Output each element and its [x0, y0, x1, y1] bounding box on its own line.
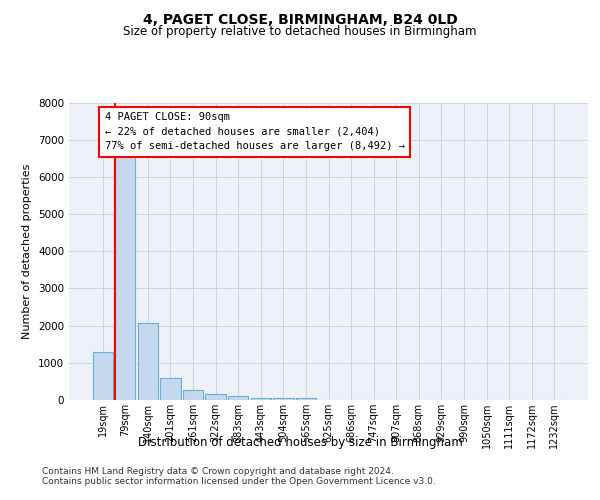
Bar: [183, 390, 203, 400]
Bar: [205, 394, 226, 400]
Bar: [273, 398, 293, 400]
Text: 4 PAGET CLOSE: 90sqm
← 22% of detached houses are smaller (2,404)
77% of semi-de: 4 PAGET CLOSE: 90sqm ← 22% of detached h…: [104, 112, 404, 152]
Text: Distribution of detached houses by size in Birmingham: Distribution of detached houses by size …: [137, 436, 463, 449]
Bar: [160, 378, 181, 400]
Text: Contains public sector information licensed under the Open Government Licence v3: Contains public sector information licen…: [42, 477, 436, 486]
Bar: [228, 396, 248, 400]
Text: 4, PAGET CLOSE, BIRMINGHAM, B24 0LD: 4, PAGET CLOSE, BIRMINGHAM, B24 0LD: [143, 12, 457, 26]
Bar: [296, 398, 316, 400]
Text: Contains HM Land Registry data © Crown copyright and database right 2024.: Contains HM Land Registry data © Crown c…: [42, 467, 394, 476]
Bar: [138, 322, 158, 400]
Bar: [115, 154, 136, 400]
Text: Size of property relative to detached houses in Birmingham: Size of property relative to detached ho…: [123, 25, 477, 38]
Y-axis label: Number of detached properties: Number of detached properties: [22, 164, 32, 339]
Bar: [92, 352, 113, 400]
Bar: [251, 398, 271, 400]
